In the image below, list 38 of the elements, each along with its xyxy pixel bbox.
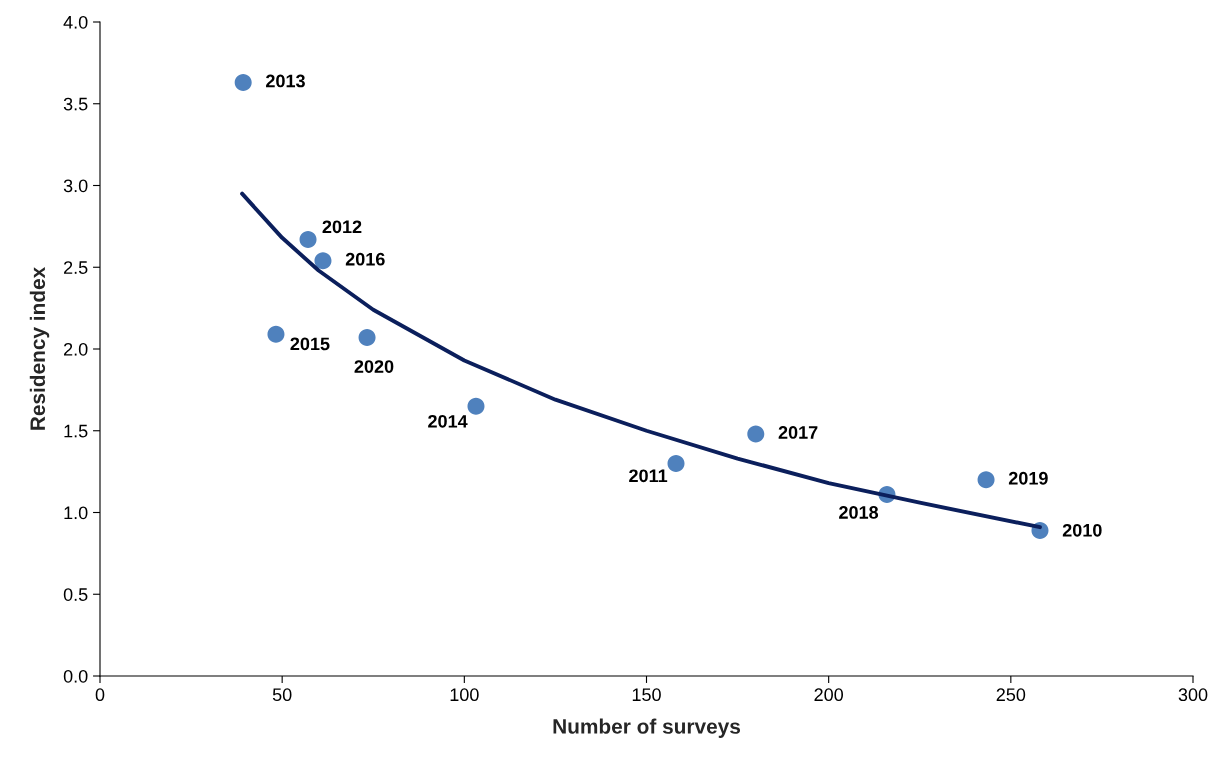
x-tick-label: 300 [1178, 688, 1208, 702]
x-axis-title: Number of surveys [553, 718, 741, 738]
y-tick-label: 3.0 [63, 179, 88, 193]
y-tick-label: 2.0 [64, 342, 88, 356]
point [234, 73, 252, 91]
y-axis-title: Residency index [29, 266, 50, 430]
point [299, 230, 317, 248]
annotation: 2014 [428, 414, 468, 428]
y-tick-label: 1.0 [64, 506, 88, 520]
point [467, 397, 485, 415]
x-tick-label: 0 [95, 688, 105, 702]
y-tick-label: 3.5 [63, 97, 88, 111]
point [267, 325, 285, 343]
x-tick-label: 200 [814, 688, 844, 702]
annotation: 2018 [839, 506, 879, 519]
annotation: 2013 [266, 74, 305, 88]
x-tick-label: 100 [450, 688, 479, 702]
x-tick-label: 250 [996, 688, 1026, 702]
point [358, 329, 376, 347]
annotation: 2020 [354, 360, 394, 373]
x-tick-label: 150 [632, 688, 661, 702]
y-tick-label: 0.5 [63, 588, 88, 601]
y-tick-label: 1.5 [64, 424, 88, 438]
y-tick-label: 0.0 [63, 669, 88, 683]
annotation: 2010 [1062, 523, 1102, 537]
point [747, 425, 765, 443]
annotation: 2019 [1008, 471, 1048, 485]
y-tick-label: 2.5 [64, 261, 88, 274]
x-tick-label: 50 [272, 688, 292, 702]
annotation: 2017 [778, 426, 818, 439]
annotation: 2011 [629, 469, 668, 483]
point [314, 252, 332, 270]
point [667, 454, 685, 472]
annotation: 2016 [345, 252, 385, 266]
annotation: 2012 [322, 220, 362, 234]
point [977, 471, 995, 489]
annotation: 2015 [290, 337, 330, 351]
y-tick-label: 4.0 [63, 15, 88, 29]
